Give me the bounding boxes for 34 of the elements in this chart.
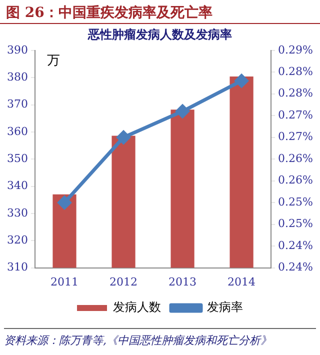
y2-tick-label: 0.24% [278, 260, 314, 274]
y-tick-label: 390 [6, 43, 28, 56]
x-tick-label: 2014 [228, 275, 256, 288]
y-tick-label: 370 [6, 98, 28, 111]
chart-title: 图 26：中国重疾发病率及死亡率 [0, 0, 320, 24]
y2-tick-label: 0.27% [278, 130, 314, 144]
x-tick-label: 2012 [110, 275, 138, 288]
y2-tick-label: 0.29% [278, 43, 314, 56]
legend-label: 发病人数 [113, 300, 161, 314]
y-tick-label: 340 [6, 179, 28, 192]
y-tick-label: 310 [6, 260, 28, 274]
y-tick-label: 350 [6, 152, 28, 165]
y2-tick-label: 0.26% [278, 174, 314, 187]
point [58, 196, 72, 210]
x-tick-label: 2011 [50, 275, 79, 288]
point [176, 104, 190, 118]
chart-subtitle: 恶性肿瘤发病人数及发病率 [87, 27, 232, 42]
y2-tick-label: 0.27% [278, 108, 314, 122]
point [116, 130, 130, 144]
y2-tick-label: 0.28% [278, 65, 314, 78]
y-tick-label: 380 [6, 70, 28, 84]
y-tick-label: 360 [6, 124, 28, 138]
text: 资料来源：陈万青等,《中国恶性肿瘤发病和死亡分析》 [4, 333, 272, 348]
y2-tick-label: 0.25% [278, 217, 314, 230]
y-axis-title: 万 [46, 53, 60, 68]
x-tick-label: 2013 [168, 275, 197, 288]
y-tick-label: 320 [6, 233, 28, 246]
y2-tick-label: 0.28% [278, 86, 314, 100]
y2-tick-label: 0.26% [278, 152, 314, 165]
legend-label: 发病率 [207, 300, 243, 314]
y-tick-label: 330 [6, 206, 28, 220]
y2-tick-label: 0.25% [278, 195, 314, 208]
point [234, 74, 248, 88]
y2-tick-label: 0.24% [278, 238, 314, 252]
